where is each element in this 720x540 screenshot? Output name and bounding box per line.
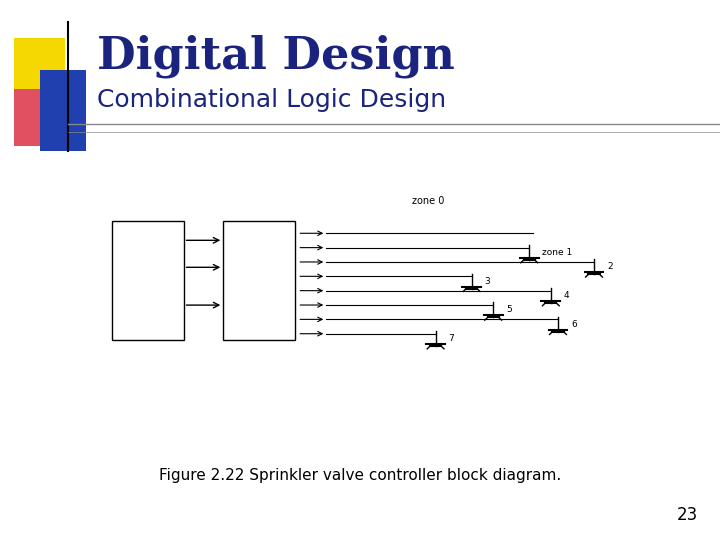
Text: a: a bbox=[225, 236, 230, 245]
Text: zone 0: zone 0 bbox=[413, 196, 444, 206]
Text: 4: 4 bbox=[564, 291, 570, 300]
Text: e: e bbox=[225, 301, 230, 309]
Polygon shape bbox=[40, 70, 86, 151]
Text: d5: d5 bbox=[284, 301, 294, 309]
Text: d2: d2 bbox=[284, 258, 294, 266]
Text: Combinational Logic Design: Combinational Logic Design bbox=[97, 88, 446, 112]
Text: 2: 2 bbox=[607, 262, 613, 271]
Text: d7: d7 bbox=[284, 329, 294, 338]
Text: d4: d4 bbox=[284, 286, 294, 295]
Text: Digital Design: Digital Design bbox=[97, 35, 455, 78]
Bar bbox=[112, 221, 184, 340]
Polygon shape bbox=[14, 38, 65, 97]
Text: Figure 2.22 Sprinkler valve controller block diagram.: Figure 2.22 Sprinkler valve controller b… bbox=[159, 468, 561, 483]
Text: Micro-
processor: Micro- processor bbox=[124, 270, 171, 292]
Text: d6: d6 bbox=[284, 315, 294, 324]
Text: c: c bbox=[225, 263, 230, 272]
Text: 7: 7 bbox=[449, 334, 454, 343]
Text: d3: d3 bbox=[284, 272, 294, 281]
Text: d1: d1 bbox=[284, 243, 294, 252]
Text: b: b bbox=[225, 249, 230, 258]
Text: zone 1: zone 1 bbox=[542, 248, 572, 257]
Text: 6: 6 bbox=[571, 320, 577, 329]
Bar bbox=[223, 221, 295, 340]
Text: 3: 3 bbox=[485, 276, 490, 286]
Text: d0: d0 bbox=[284, 229, 294, 238]
Text: 23: 23 bbox=[677, 506, 698, 524]
Text: 5: 5 bbox=[506, 306, 512, 314]
Text: decoder: decoder bbox=[225, 283, 260, 292]
Polygon shape bbox=[14, 89, 54, 146]
